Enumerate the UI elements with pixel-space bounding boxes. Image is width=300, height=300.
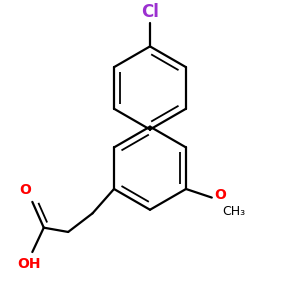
Text: Cl: Cl [141,3,159,21]
Text: CH₃: CH₃ [223,205,246,218]
Text: OH: OH [18,257,41,271]
Text: O: O [214,188,226,202]
Text: O: O [19,183,31,197]
